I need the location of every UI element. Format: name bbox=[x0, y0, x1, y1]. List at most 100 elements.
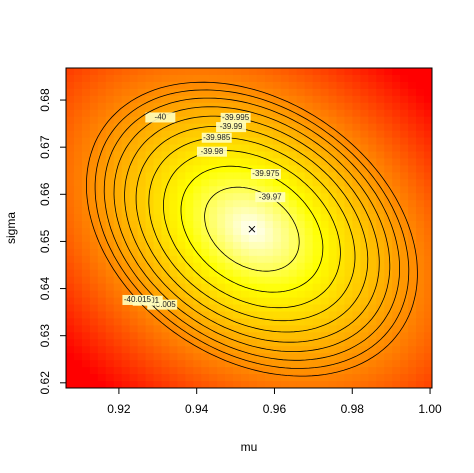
heat-cell bbox=[280, 234, 290, 243]
heat-cell bbox=[408, 172, 417, 180]
heat-cell bbox=[66, 304, 75, 313]
heat-cell bbox=[296, 130, 306, 139]
heat-cell bbox=[201, 165, 210, 173]
heat-cell bbox=[73, 311, 83, 320]
heat-cell bbox=[328, 339, 338, 347]
heat-cell bbox=[97, 109, 107, 118]
heat-cell bbox=[97, 283, 107, 292]
heat-cell bbox=[288, 137, 298, 146]
heat-cell bbox=[145, 179, 155, 187]
heat-cell bbox=[193, 311, 202, 320]
heat-cell bbox=[233, 325, 242, 333]
heat-cell bbox=[129, 304, 139, 313]
heat-cell bbox=[312, 207, 322, 215]
heat-cell bbox=[264, 339, 274, 347]
heat-cell bbox=[241, 193, 250, 201]
heat-cell bbox=[304, 353, 314, 361]
heat-cell bbox=[161, 214, 171, 222]
heat-cell bbox=[66, 318, 75, 326]
heat-cell bbox=[113, 255, 123, 264]
heat-cell bbox=[201, 172, 210, 180]
heat-cell bbox=[161, 325, 171, 333]
heat-cell bbox=[384, 283, 393, 292]
heat-cell bbox=[217, 255, 226, 264]
heat-cell bbox=[169, 262, 178, 271]
heat-cell bbox=[320, 339, 330, 347]
heat-cell bbox=[233, 311, 242, 320]
heat-cell bbox=[352, 332, 361, 340]
contours: -39.97-39.975-39.98-39.985-39.99-39.995-… bbox=[86, 81, 418, 377]
heat-cell bbox=[241, 381, 250, 388]
heat-cell bbox=[360, 228, 369, 236]
heat-cell bbox=[193, 248, 202, 257]
heat-cell bbox=[352, 290, 361, 299]
heat-cell bbox=[416, 116, 425, 125]
heat-cell bbox=[328, 255, 338, 264]
heat-cell bbox=[352, 283, 361, 292]
heat-cell bbox=[217, 290, 226, 299]
heat-cell bbox=[121, 353, 131, 361]
heat-cell bbox=[384, 367, 393, 375]
heat-cell bbox=[185, 88, 194, 97]
heat-cell bbox=[225, 179, 234, 187]
heat-cell bbox=[161, 228, 171, 236]
heat-cell bbox=[320, 325, 330, 333]
heat-cell bbox=[185, 241, 194, 250]
heat-cell bbox=[161, 130, 171, 139]
heat-cell bbox=[288, 283, 298, 292]
heat-cell bbox=[81, 339, 91, 347]
heat-cell bbox=[193, 290, 202, 299]
heat-cell bbox=[97, 353, 107, 361]
heat-cell bbox=[352, 318, 361, 326]
heat-cell bbox=[193, 283, 202, 292]
heat-cell bbox=[368, 179, 377, 187]
heat-cell bbox=[185, 276, 194, 285]
heat-cell bbox=[73, 297, 83, 306]
heat-cell bbox=[73, 193, 83, 201]
heat-cell bbox=[296, 228, 306, 236]
heat-cell bbox=[336, 102, 346, 111]
heat-cell bbox=[400, 151, 409, 160]
heat-cell bbox=[296, 248, 306, 257]
heat-cell bbox=[89, 262, 99, 271]
heat-cell bbox=[241, 311, 250, 320]
heat-cell bbox=[225, 381, 234, 388]
heat-cell bbox=[185, 381, 194, 388]
heat-cell bbox=[121, 290, 131, 299]
heat-cell bbox=[209, 374, 218, 382]
heat-cell bbox=[97, 200, 107, 208]
heat-cell bbox=[328, 374, 338, 382]
heat-cell bbox=[376, 318, 385, 326]
heat-cell bbox=[249, 179, 258, 187]
heat-cell bbox=[352, 269, 361, 278]
heat-cell bbox=[368, 102, 377, 111]
heat-cell bbox=[328, 179, 338, 187]
heat-cell bbox=[121, 165, 131, 173]
heat-cell bbox=[89, 130, 99, 139]
heat-cell bbox=[384, 116, 393, 125]
heat-cell bbox=[241, 200, 250, 208]
heat-cell bbox=[129, 367, 139, 375]
heat-cell bbox=[66, 151, 75, 160]
heat-cell bbox=[145, 158, 155, 166]
heat-cell bbox=[376, 262, 385, 271]
heat-cell bbox=[320, 234, 330, 243]
heat-cell bbox=[392, 276, 401, 285]
heat-cell bbox=[344, 109, 354, 118]
heat-cell bbox=[201, 304, 210, 313]
heat-cell bbox=[384, 318, 393, 326]
heat-cell bbox=[376, 228, 385, 236]
heat-cell bbox=[177, 234, 186, 243]
heat-cell bbox=[97, 102, 107, 111]
heat-cell bbox=[288, 95, 298, 104]
heat-cell bbox=[368, 367, 377, 375]
heat-cell bbox=[129, 276, 139, 285]
heat-cell bbox=[328, 228, 338, 236]
heat-cell bbox=[424, 269, 432, 278]
heat-cell bbox=[233, 221, 242, 229]
heat-cell bbox=[384, 179, 393, 187]
heat-cell bbox=[416, 269, 425, 278]
heat-cell bbox=[416, 137, 425, 146]
heat-cell bbox=[193, 221, 202, 229]
